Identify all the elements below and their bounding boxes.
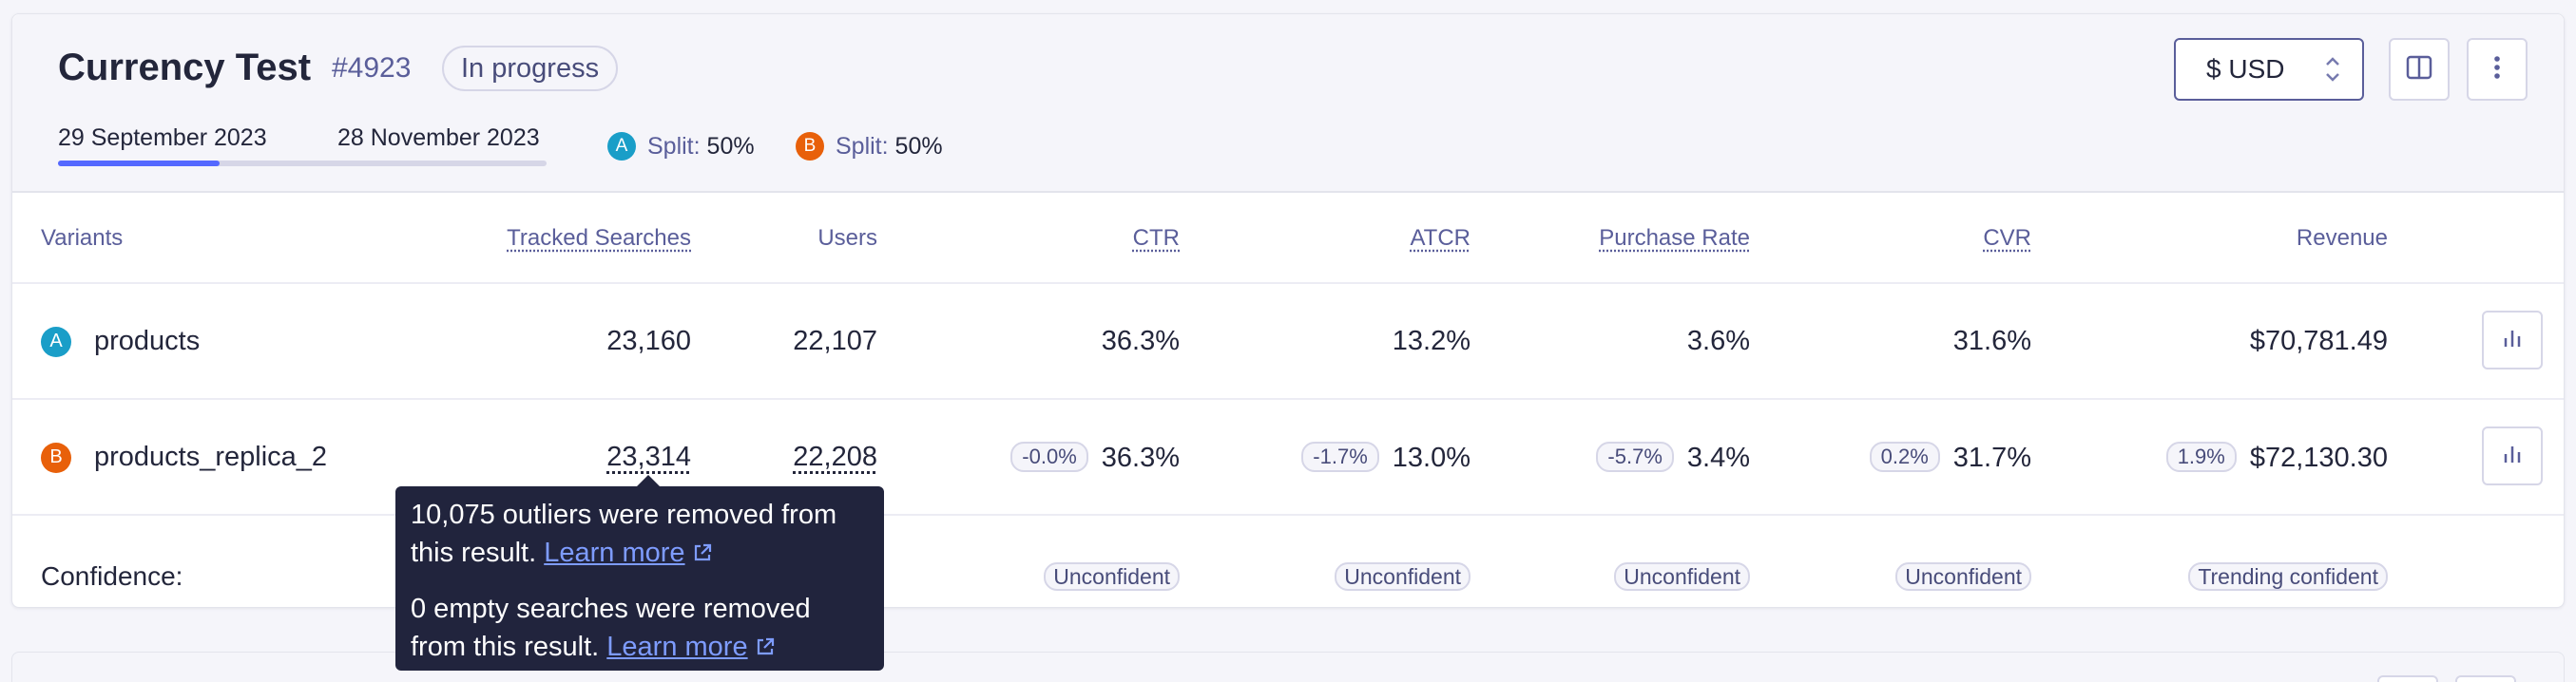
experiment-card: Currency Test #4923 In progress 29 Septe…	[11, 13, 2565, 608]
currency-select[interactable]: $ USD	[2174, 38, 2364, 101]
variant-a-badge: A	[41, 326, 71, 357]
row-a-tracked-searches: 23,160	[606, 326, 691, 356]
vertical-dots-icon	[2492, 53, 2502, 86]
external-link-icon	[754, 631, 777, 669]
row-a-cvr: 31.6%	[1952, 326, 2031, 356]
next-experiment-card	[11, 652, 2565, 682]
row-divider	[12, 398, 2564, 400]
variant-b-badge: B	[796, 132, 824, 161]
row-a-atcr: 13.2%	[1392, 326, 1471, 356]
split-a-label: Split:	[647, 132, 701, 160]
tooltip-learn-more-link-2[interactable]: Learn more	[606, 632, 748, 662]
split-b-value: 50%	[894, 132, 943, 160]
tooltip-learn-more-link[interactable]: Learn more	[544, 538, 685, 568]
test-progress-bar	[58, 161, 547, 166]
header-users: Users	[817, 225, 877, 251]
confidence-cvr: Unconfident	[1895, 562, 2031, 591]
chevron-up-down-icon	[2324, 40, 2341, 122]
table-row-variant-b: B products_replica_2	[41, 442, 327, 473]
split-b: B Split: 50%	[796, 132, 943, 161]
confidence-revenue: Trending confident	[2188, 562, 2388, 591]
header-tracked-searches[interactable]: Tracked Searches	[507, 225, 691, 251]
row-a-purchase-rate: 3.6%	[1686, 326, 1750, 356]
row-b-ctr-delta: -0.0%	[1010, 442, 1088, 472]
next-card-button[interactable]	[2377, 675, 2438, 682]
next-card-button[interactable]	[2455, 675, 2516, 682]
row-b-cvr-cell: 0.2% 31.7%	[1869, 442, 2031, 474]
row-b-cvr-delta: 0.2%	[1869, 442, 1940, 472]
row-b-atcr-cell: -1.7% 13.0%	[1301, 442, 1471, 474]
confidence-atcr: Unconfident	[1335, 562, 1471, 591]
row-b-ctr-cell: -0.0% 36.3%	[1010, 442, 1180, 474]
split-b-label: Split:	[836, 132, 889, 160]
outliers-tooltip: 10,075 outliers were removed from this r…	[395, 475, 884, 671]
confidence-purchase-rate: Unconfident	[1614, 562, 1750, 591]
test-title: Currency Test	[58, 47, 312, 88]
row-a-revenue: $70,781.49	[2249, 326, 2388, 356]
row-b-users[interactable]: 22,208	[793, 442, 877, 472]
split-a: A Split: 50%	[607, 132, 755, 161]
variant-b-name: products_replica_2	[94, 442, 328, 472]
variant-a-name: products	[94, 326, 201, 356]
row-a-users: 22,107	[793, 326, 877, 356]
tooltip-empty-searches-text: 0 empty searches were removed from this …	[411, 590, 869, 669]
header-atcr[interactable]: ATCR	[1410, 225, 1471, 251]
row-b-purchase-rate-cell: -5.7% 3.4%	[1596, 442, 1750, 474]
header-cvr[interactable]: CVR	[1983, 225, 2031, 251]
header-purchase-rate[interactable]: Purchase Rate	[1599, 225, 1750, 251]
header-revenue: Revenue	[2296, 225, 2388, 251]
row-b-cvr: 31.7%	[1952, 443, 2031, 473]
tooltip-empty-message: 0 empty searches were removed from this …	[411, 594, 811, 662]
row-divider	[12, 514, 2564, 516]
status-badge: In progress	[442, 46, 619, 91]
row-b-atcr: 13.0%	[1392, 443, 1471, 473]
row-b-chart-button[interactable]	[2482, 426, 2543, 485]
variant-a-badge: A	[607, 132, 636, 161]
row-divider	[12, 282, 2564, 284]
end-date: 28 November 2023	[337, 124, 540, 151]
split-a-value: 50%	[706, 132, 755, 160]
row-b-tracked-searches[interactable]: 23,314	[606, 442, 691, 472]
row-b-atcr-delta: -1.7%	[1301, 442, 1379, 472]
row-b-purchase-rate-delta: -5.7%	[1596, 442, 1674, 472]
row-b-purchase-rate: 3.4%	[1686, 443, 1750, 473]
split-view-button[interactable]	[2389, 38, 2450, 101]
row-b-revenue-cell: 1.9% $72,130.30	[2165, 442, 2388, 474]
tooltip-outliers-message: 10,075 outliers were removed from this r…	[411, 500, 837, 568]
currency-value: $ USD	[2206, 54, 2285, 84]
row-b-revenue-delta: 1.9%	[2165, 442, 2237, 472]
confidence-label: Confidence:	[41, 561, 183, 591]
row-a-chart-button[interactable]	[2482, 311, 2543, 369]
confidence-ctr: Unconfident	[1044, 562, 1180, 591]
variant-b-badge: B	[41, 442, 71, 473]
external-link-icon	[691, 537, 714, 575]
row-a-ctr: 36.3%	[1101, 326, 1180, 356]
test-progress-fill	[58, 161, 220, 166]
header-variants: Variants	[41, 225, 124, 251]
card-header: Currency Test #4923 In progress 29 Septe…	[12, 14, 2564, 193]
row-b-revenue: $72,130.30	[2249, 443, 2388, 473]
tooltip-outliers-text: 10,075 outliers were removed from this r…	[411, 496, 869, 575]
split-view-icon	[2405, 53, 2433, 86]
more-options-button[interactable]	[2467, 38, 2528, 101]
bar-chart-icon	[2500, 442, 2525, 471]
row-b-ctr: 36.3%	[1101, 443, 1180, 473]
start-date: 29 September 2023	[58, 124, 267, 151]
header-ctr[interactable]: CTR	[1132, 225, 1180, 251]
test-id: #4923	[332, 52, 412, 84]
table-row-variant-a: A products	[41, 326, 200, 357]
bar-chart-icon	[2500, 326, 2525, 355]
